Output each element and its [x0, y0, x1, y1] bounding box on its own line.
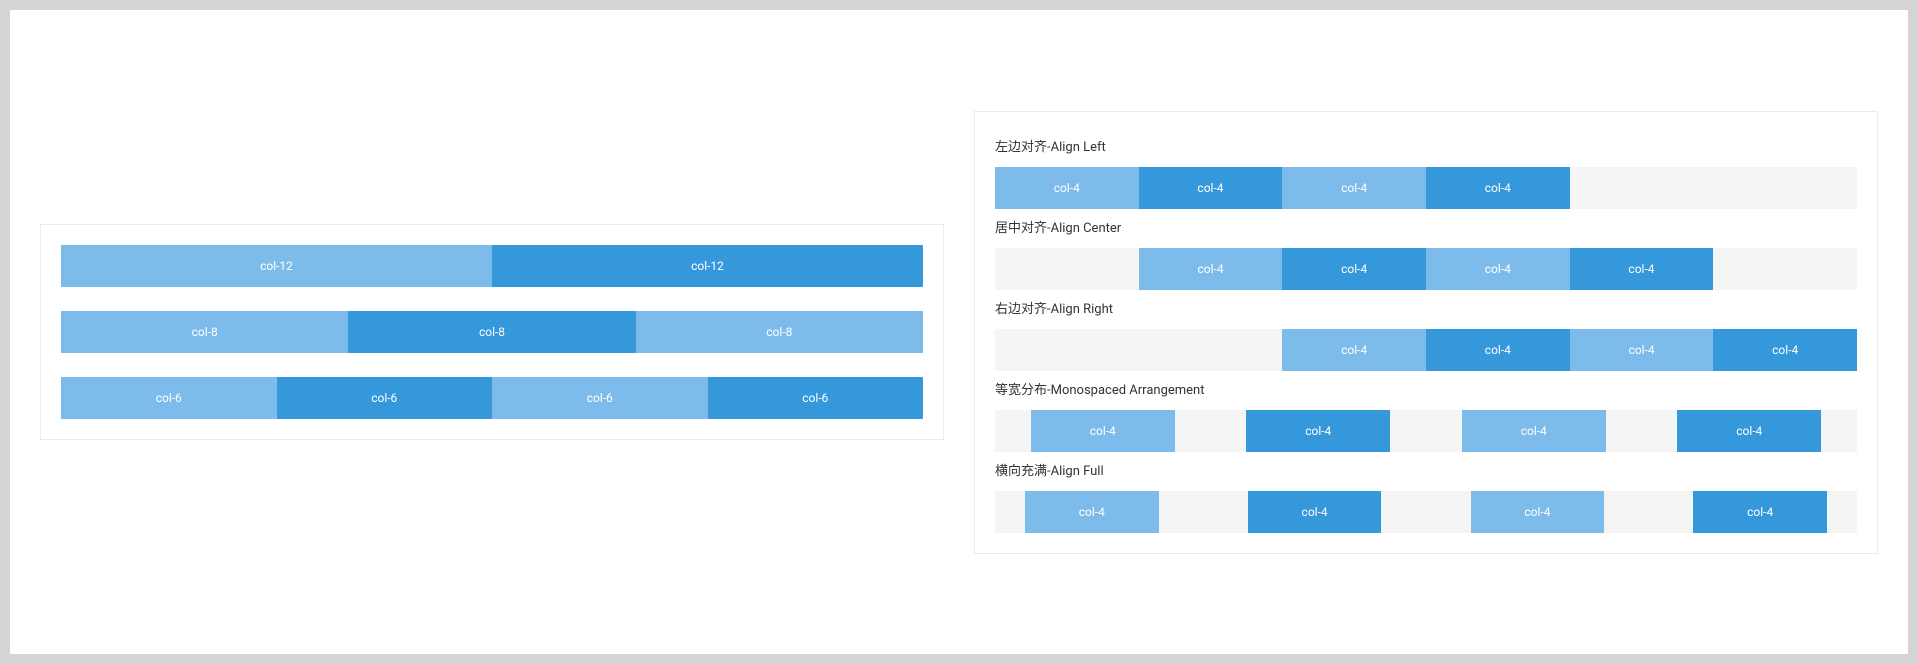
cell-label: col-4 [1485, 343, 1511, 357]
cell-label: col-6 [156, 391, 182, 405]
grid-cell: col-4 [1426, 329, 1570, 371]
grid-cell: col-4 [1025, 491, 1159, 533]
section-title: 右边对齐-Align Right [995, 298, 1857, 317]
grid-cell: col-4 [1282, 329, 1426, 371]
grid-cell: col-12 [61, 245, 492, 287]
grid-cell: col-4 [1248, 491, 1382, 533]
grid-row-align-full: col-4 col-4 col-4 col-4 [995, 491, 1857, 533]
section-title: 等宽分布-Monospaced Arrangement [995, 379, 1857, 398]
grid-row-align-center: col-4 col-4 col-4 col-4 [995, 248, 1857, 290]
grid-row-align-left: col-4 col-4 col-4 col-4 [995, 167, 1857, 209]
cell-label: col-4 [1628, 343, 1654, 357]
grid-cell: col-4 [1246, 410, 1390, 452]
left-grid-panel: col-12 col-12 col-8 col-8 col-8 col-6 co… [40, 224, 944, 440]
grid-cell: col-4 [1426, 248, 1570, 290]
cell-label: col-4 [1747, 505, 1773, 519]
cell-label: col-4 [1341, 181, 1367, 195]
grid-cell: col-4 [1031, 410, 1175, 452]
grid-row-align-right: col-4 col-4 col-4 col-4 [995, 329, 1857, 371]
grid-cell: col-4 [1139, 167, 1283, 209]
grid-row: col-8 col-8 col-8 [61, 311, 923, 353]
grid-cell: col-4 [1570, 329, 1714, 371]
grid-cell: col-4 [1677, 410, 1821, 452]
cell-label: col-4 [1090, 424, 1116, 438]
grid-cell: col-4 [1462, 410, 1606, 452]
cell-label: col-4 [1736, 424, 1762, 438]
section-title: 左边对齐-Align Left [995, 136, 1857, 155]
cell-label: col-4 [1341, 343, 1367, 357]
cell-label: col-6 [371, 391, 397, 405]
cell-label: col-4 [1054, 181, 1080, 195]
cell-label: col-4 [1772, 343, 1798, 357]
grid-cell: col-6 [277, 377, 493, 419]
cell-label: col-4 [1628, 262, 1654, 276]
cell-label: col-6 [802, 391, 828, 405]
cell-label: col-12 [260, 259, 293, 273]
grid-cell: col-8 [348, 311, 635, 353]
cell-label: col-4 [1305, 424, 1331, 438]
cell-label: col-4 [1197, 181, 1223, 195]
grid-cell: col-8 [636, 311, 923, 353]
section-title: 居中对齐-Align Center [995, 217, 1857, 236]
main-container: col-12 col-12 col-8 col-8 col-8 col-6 co… [10, 10, 1908, 654]
grid-cell: col-4 [995, 167, 1139, 209]
grid-cell: col-6 [708, 377, 924, 419]
cell-label: col-12 [691, 259, 724, 273]
cell-label: col-4 [1079, 505, 1105, 519]
cell-label: col-4 [1485, 181, 1511, 195]
grid-cell: col-8 [61, 311, 348, 353]
grid-cell: col-4 [1426, 167, 1570, 209]
grid-cell: col-4 [1471, 491, 1605, 533]
cell-label: col-4 [1524, 505, 1550, 519]
grid-cell: col-4 [1282, 248, 1426, 290]
grid-cell: col-4 [1713, 329, 1857, 371]
cell-label: col-8 [479, 325, 505, 339]
grid-cell: col-12 [492, 245, 923, 287]
grid-cell: col-4 [1139, 248, 1283, 290]
cell-label: col-4 [1485, 262, 1511, 276]
grid-cell: col-6 [492, 377, 708, 419]
cell-label: col-4 [1197, 262, 1223, 276]
cell-label: col-8 [192, 325, 218, 339]
cell-label: col-8 [766, 325, 792, 339]
grid-row-align-around: col-4 col-4 col-4 col-4 [995, 410, 1857, 452]
cell-label: col-6 [587, 391, 613, 405]
cell-label: col-4 [1341, 262, 1367, 276]
section-title: 横向充满-Align Full [995, 460, 1857, 479]
cell-label: col-4 [1521, 424, 1547, 438]
grid-cell: col-4 [1282, 167, 1426, 209]
grid-cell: col-6 [61, 377, 277, 419]
cell-label: col-4 [1302, 505, 1328, 519]
grid-row: col-6 col-6 col-6 col-6 [61, 377, 923, 419]
right-alignment-panel: 左边对齐-Align Left col-4 col-4 col-4 col-4 … [974, 111, 1878, 554]
grid-cell: col-4 [1693, 491, 1827, 533]
grid-row: col-12 col-12 [61, 245, 923, 287]
grid-cell: col-4 [1570, 248, 1714, 290]
